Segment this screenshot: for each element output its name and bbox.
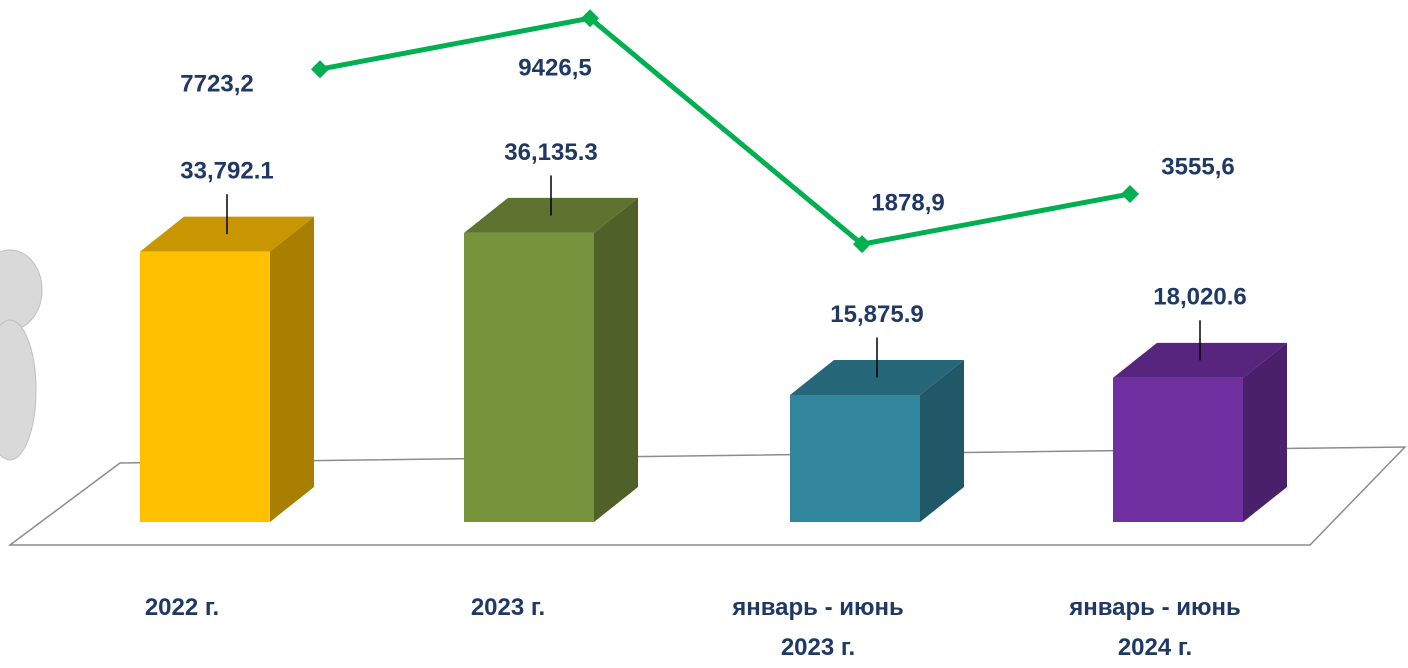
bar-value-label: 36,135.3 xyxy=(504,139,597,166)
line-marker xyxy=(311,60,329,78)
bar-side xyxy=(270,217,314,522)
line-value-label: 3555,6 xyxy=(1161,153,1234,180)
x-tick-label: январь - июнь 2024 г. xyxy=(1005,588,1305,668)
x-tick-label: январь - июнь 2023 г. xyxy=(668,588,968,668)
page: {"chart_data": {"type": "bar", "categori… xyxy=(0,0,1408,656)
line-marker xyxy=(1121,185,1139,203)
bar xyxy=(1113,378,1243,522)
line xyxy=(320,18,1130,244)
bar-value-label: 33,792.1 xyxy=(180,158,273,185)
bar-value-label: 18,020.6 xyxy=(1153,284,1246,311)
line-value-label: 7723,2 xyxy=(180,71,253,98)
bar-value-label: 15,875.9 xyxy=(830,301,923,328)
line-value-label: 1878,9 xyxy=(871,190,944,217)
chart: 33,792.1 36,135.3 15,875.9 18,020.6 7723,2 94… xyxy=(0,0,1408,656)
figure xyxy=(0,250,42,460)
bar-side xyxy=(594,198,638,522)
line-value-label: 9426,5 xyxy=(518,55,591,82)
x-tick-label: 2023 г. xyxy=(358,588,658,628)
bar xyxy=(790,395,920,522)
x-tick-label: 2022 г. xyxy=(32,588,332,628)
bar xyxy=(464,233,594,522)
bar xyxy=(140,252,270,522)
